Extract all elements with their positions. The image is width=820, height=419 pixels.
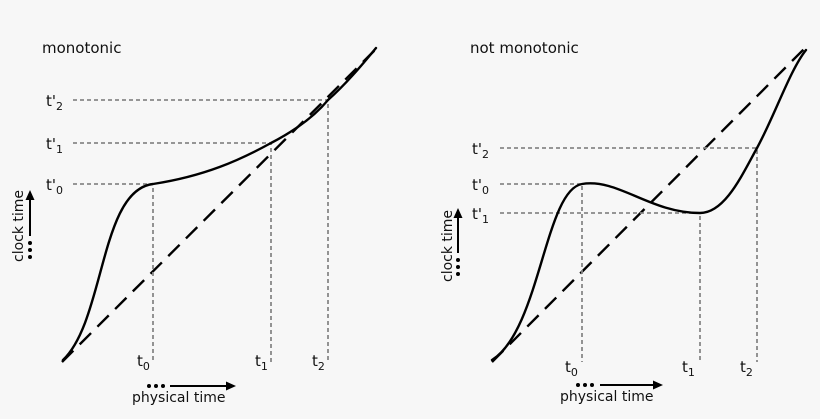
y-tick-label: t'0 [472, 176, 489, 197]
clock-curve [61, 46, 378, 362]
x-tick-label: t1 [255, 352, 268, 373]
y-axis-indicator [25, 190, 35, 259]
guide-t2 [500, 147, 758, 362]
x-tick-label: t2 [312, 352, 325, 373]
guide-t0 [73, 183, 154, 362]
y-tick-label: t'2 [46, 92, 63, 113]
x-axis-label: physical time [560, 389, 653, 405]
y-axis-label: clock time [11, 190, 27, 262]
panel-monotonic: monotonic t'2 t'1 t'0 t0 t1 t2 physical … [11, 39, 381, 406]
panel-title: not monotonic [470, 39, 579, 57]
ideal-clock-line [61, 44, 381, 363]
y-tick-label: t'1 [46, 135, 63, 156]
x-axis-indicator [147, 381, 236, 391]
y-axis-indicator [453, 208, 463, 276]
ideal-clock-line [491, 44, 809, 363]
x-axis-label: physical time [132, 390, 225, 406]
guide-t2 [73, 99, 329, 362]
x-tick-label: t1 [682, 358, 695, 379]
clock-curve [490, 48, 808, 362]
x-tick-label: t0 [137, 352, 150, 373]
panel-not-monotonic: not monotonic t'2 t'0 t'1 t0 t1 t2 physi… [440, 39, 809, 405]
y-axis-label: clock time [440, 210, 456, 282]
guide-t0 [500, 183, 583, 362]
y-tick-label: t'1 [472, 205, 489, 226]
guide-t1 [500, 212, 701, 362]
x-tick-label: t2 [740, 358, 753, 379]
y-tick-label: t'2 [472, 140, 489, 161]
x-tick-label: t0 [565, 358, 578, 379]
panel-title: monotonic [42, 39, 121, 57]
x-axis-indicator [576, 380, 663, 390]
y-tick-label: t'0 [46, 176, 63, 197]
